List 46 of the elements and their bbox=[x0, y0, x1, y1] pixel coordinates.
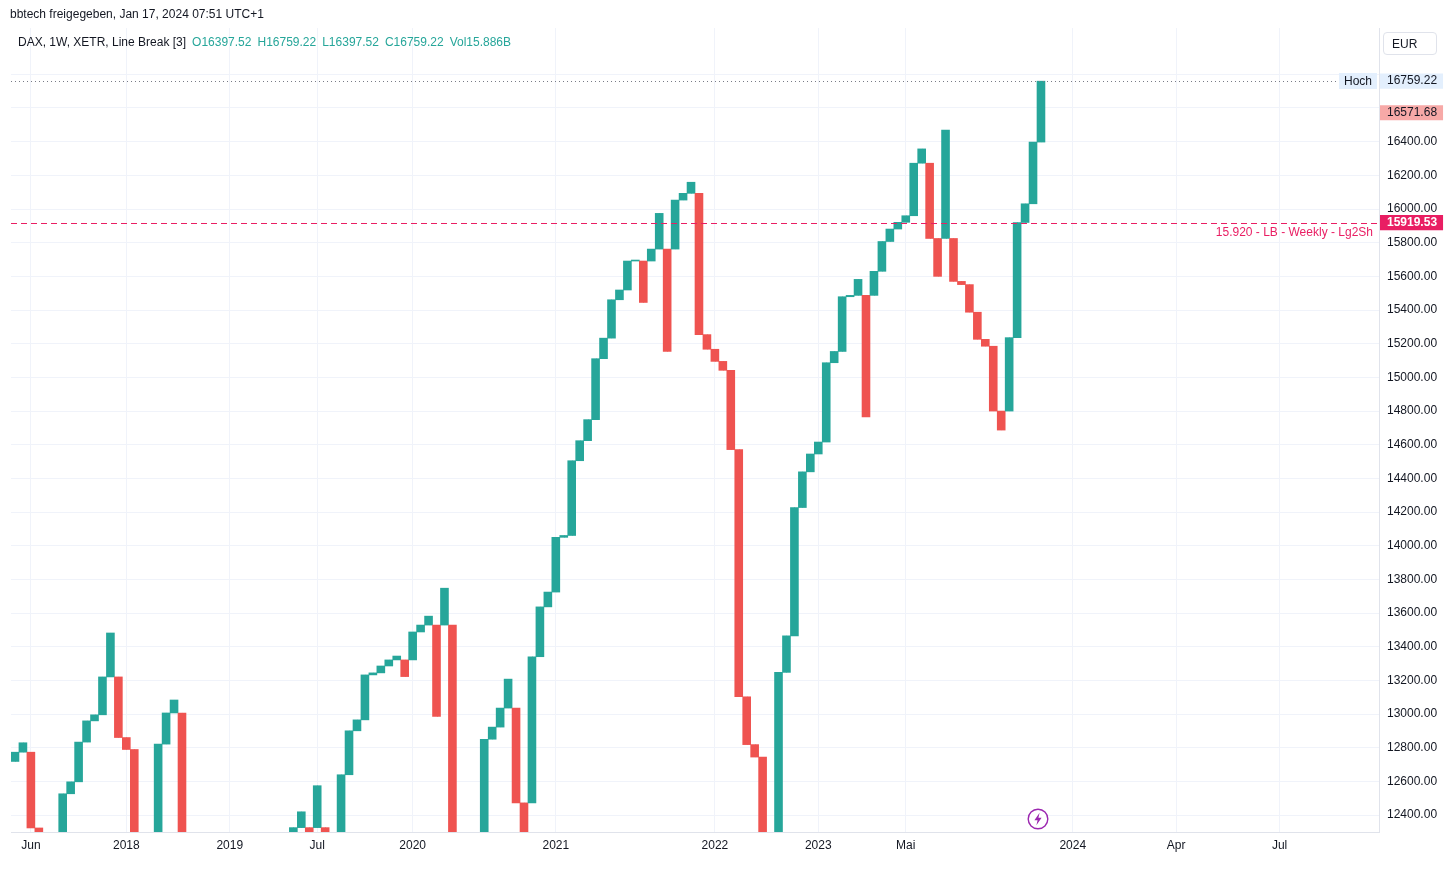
y-tick-label: 12800.00 bbox=[1387, 740, 1438, 755]
ref-line-label: Hoch bbox=[1343, 73, 1372, 88]
y-tick-label: 13800.00 bbox=[1387, 571, 1438, 586]
y-tick-label: 15800.00 bbox=[1387, 234, 1438, 249]
y-tick-label: 16200.00 bbox=[1387, 167, 1438, 182]
x-tick-label: 2019 bbox=[216, 837, 244, 852]
ref-line-label: 15.920 - LB - Weekly - Lg2Sh bbox=[1215, 225, 1373, 240]
y-tick-label: 15919.53 bbox=[1387, 214, 1438, 229]
annotation: L16397.52 bbox=[322, 35, 379, 49]
y-tick-label: 14400.00 bbox=[1387, 470, 1438, 485]
text: DAX, 1W, XETR, Line Break [3] bbox=[18, 35, 187, 49]
y-tick-label: 14000.00 bbox=[1387, 538, 1438, 553]
y-tick-label: 12600.00 bbox=[1387, 773, 1438, 788]
y-tick-label: 16000.00 bbox=[1387, 201, 1438, 216]
y-tick-label: 16400.00 bbox=[1387, 133, 1438, 148]
x-tick-label: 2020 bbox=[399, 837, 427, 852]
x-tick-label: 2023 bbox=[804, 837, 832, 852]
y-tick-label: 15200.00 bbox=[1387, 336, 1438, 351]
y-tick-label: 13200.00 bbox=[1387, 672, 1438, 687]
x-tick-label: 2021 bbox=[542, 837, 570, 852]
y-tick-label: 14200.00 bbox=[1387, 504, 1438, 519]
annotation: O16397.52 bbox=[192, 35, 252, 49]
x-tick-label: Jul bbox=[1271, 837, 1288, 852]
y-axis-title: EUR bbox=[1383, 32, 1437, 55]
x-tick-label: 2024 bbox=[1059, 837, 1087, 852]
y-tick-label: 15600.00 bbox=[1387, 268, 1438, 283]
annotation: C16759.22 bbox=[384, 35, 444, 49]
annotation: H16759.22 bbox=[257, 35, 317, 49]
x-tick-label: Apr bbox=[1166, 837, 1186, 852]
y-tick-label: 15400.00 bbox=[1387, 302, 1438, 317]
y-tick-label: 13600.00 bbox=[1387, 605, 1438, 620]
y-tick-label: 12400.00 bbox=[1387, 807, 1438, 822]
y-tick-label: 16571.68 bbox=[1387, 105, 1438, 120]
y-tick-label: 13400.00 bbox=[1387, 639, 1438, 654]
y-tick-label: 16759.22 bbox=[1387, 73, 1438, 88]
x-tick-label: Jun bbox=[21, 837, 41, 852]
x-tick-label: 2022 bbox=[701, 837, 729, 852]
x-tick-label: Mai bbox=[896, 837, 916, 852]
chart-subtitle: bbtech freigegeben, Jan 17, 2024 07:51 UTC+1 bbox=[10, 7, 264, 21]
annotation: Vol15.886B bbox=[449, 35, 512, 49]
x-tick-label: Jul bbox=[309, 837, 325, 852]
y-tick-label: 14800.00 bbox=[1387, 403, 1438, 418]
y-tick-label: 13000.00 bbox=[1387, 706, 1438, 721]
x-tick-label: 2018 bbox=[112, 837, 140, 852]
y-tick-label: 15000.00 bbox=[1387, 369, 1438, 384]
y-tick-label: 14600.00 bbox=[1387, 437, 1438, 452]
